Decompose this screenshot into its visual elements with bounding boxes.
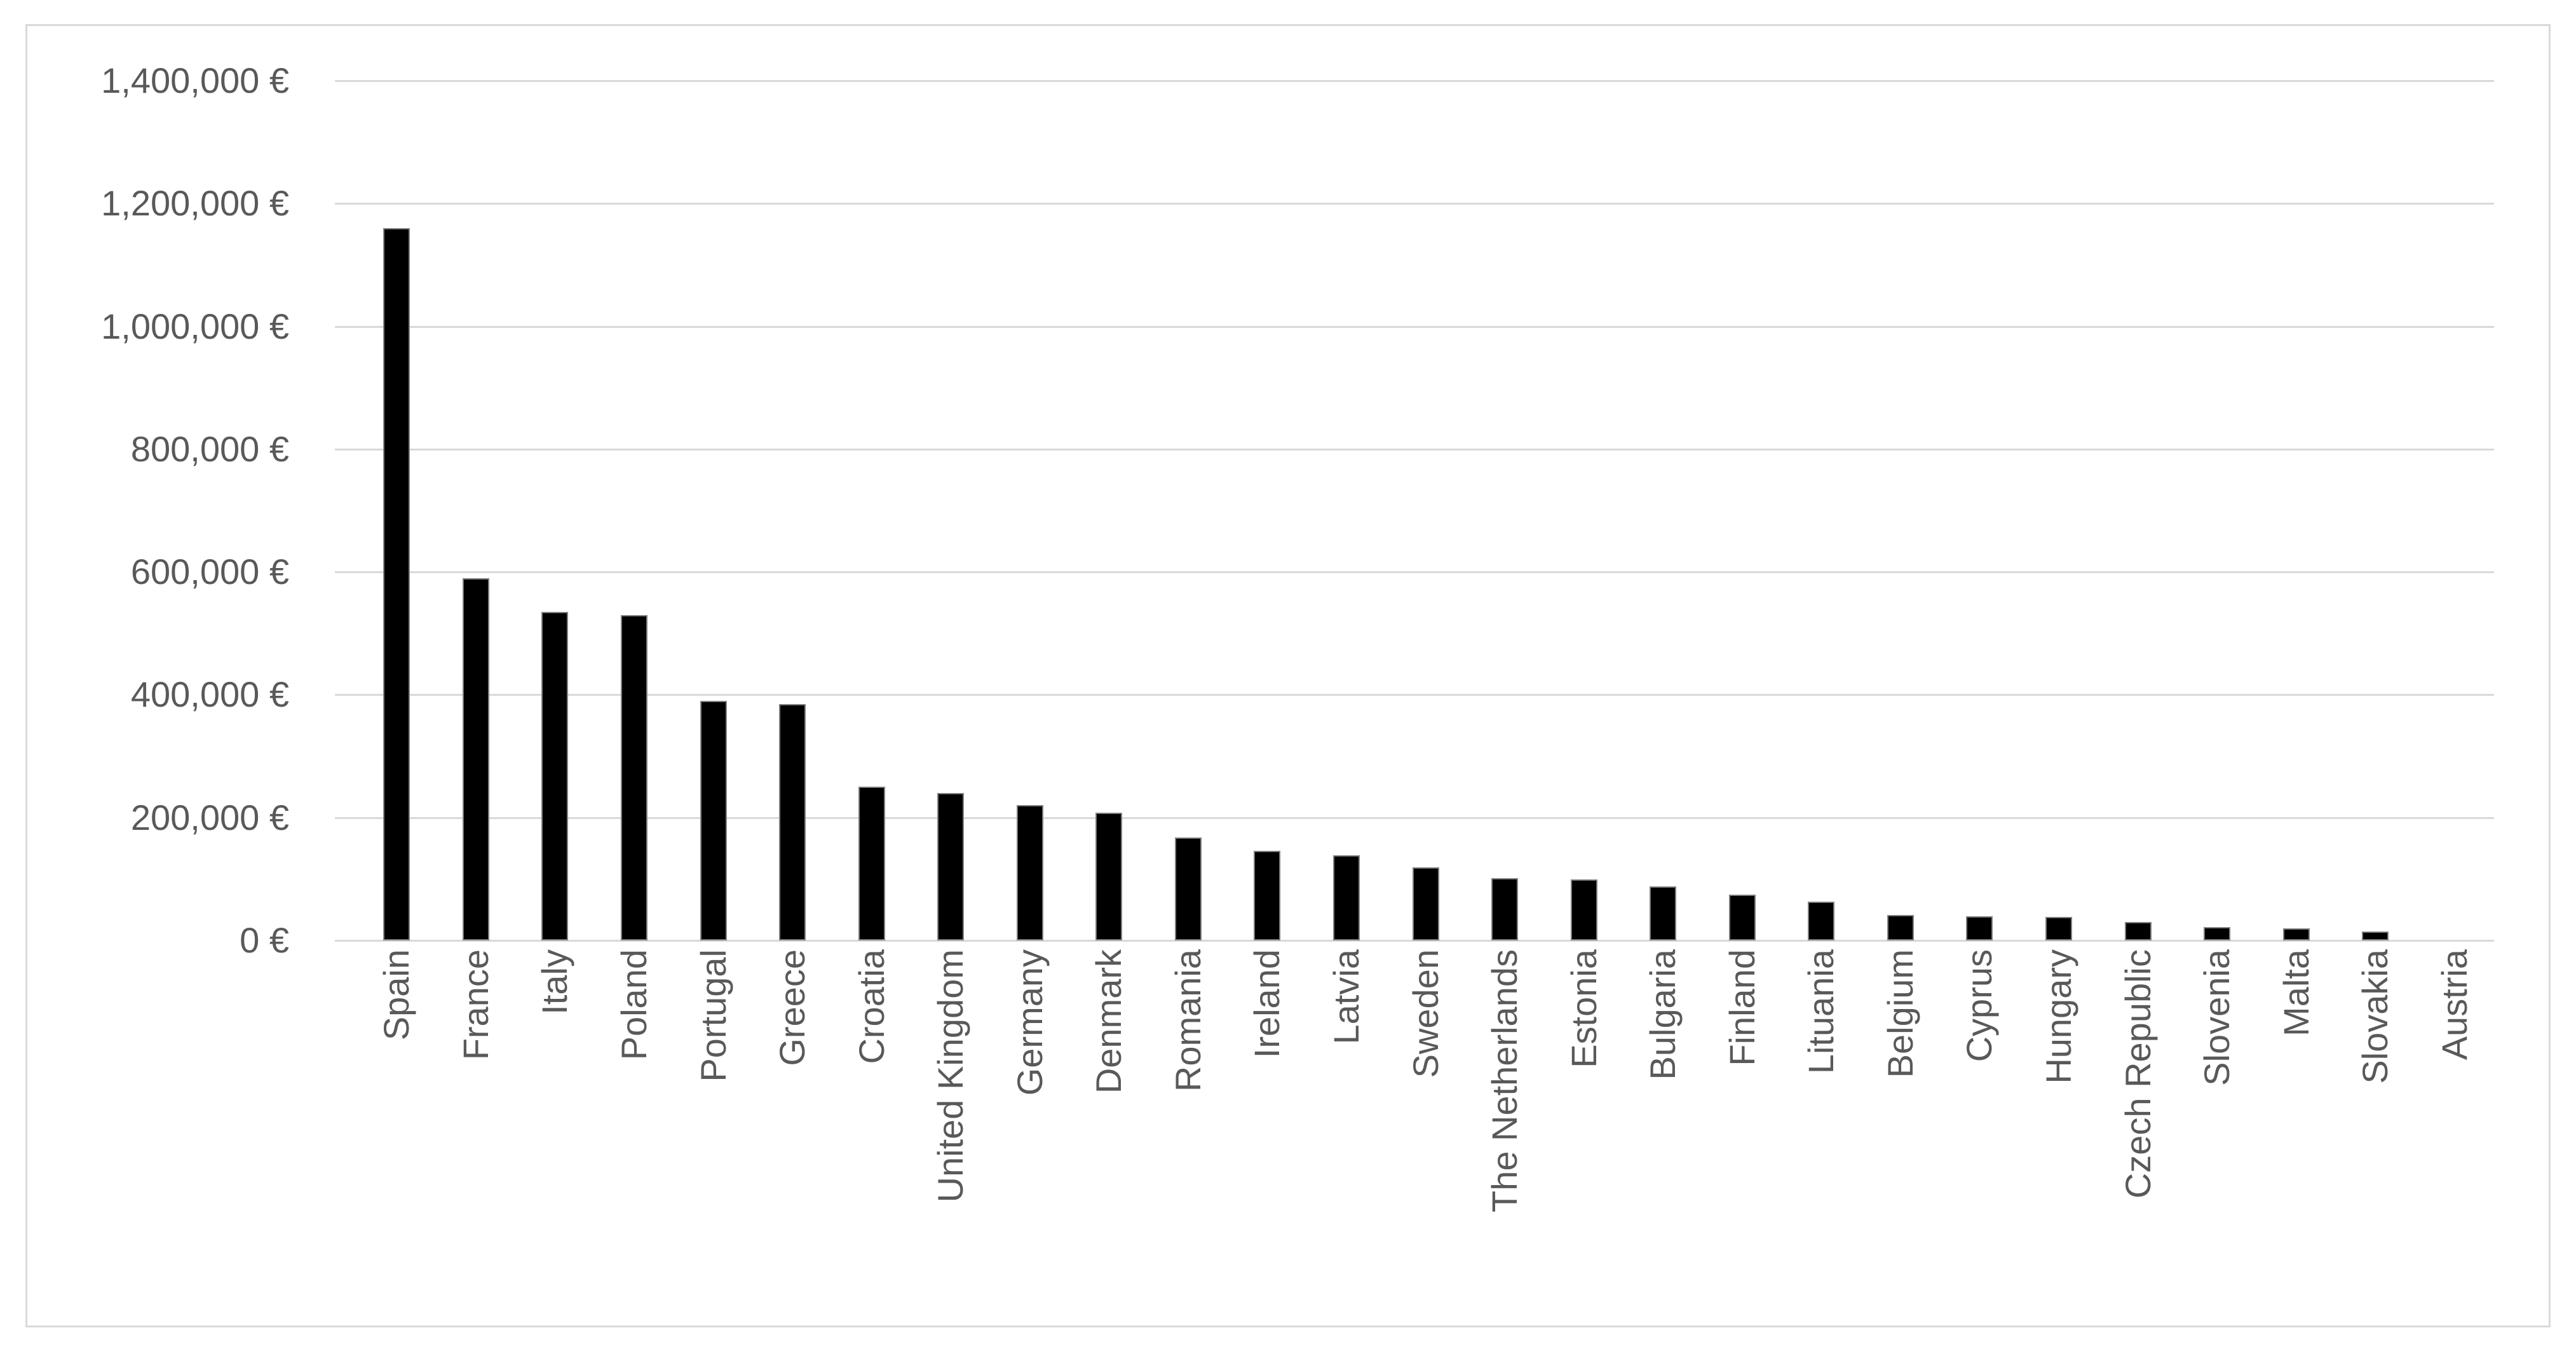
bar-croatia[interactable] (858, 787, 885, 940)
y-axis-label: 1,000,000 € (101, 306, 289, 346)
x-label-slovenia: Slovenia (2197, 949, 2237, 1086)
gridline (357, 80, 2494, 82)
bar-france[interactable] (463, 578, 489, 940)
x-label-greece: Greece (772, 949, 812, 1066)
y-axis-label: 1,400,000 € (101, 60, 289, 100)
gridline (357, 326, 2494, 328)
bar-slovenia[interactable] (2204, 927, 2230, 940)
gridline (357, 203, 2494, 205)
bar-ireland[interactable] (1254, 851, 1280, 940)
y-axis-tick (335, 940, 357, 942)
bar-lituania[interactable] (1808, 902, 1834, 940)
x-label-united-kingdom: United Kingdom (930, 949, 970, 1203)
x-label-cyprus: Cyprus (1959, 949, 1999, 1062)
bar-estonia[interactable] (1571, 879, 1597, 940)
bar-greece[interactable] (779, 704, 806, 940)
y-axis-label: 800,000 € (130, 429, 289, 469)
x-label-estonia: Estonia (1564, 949, 1604, 1068)
x-label-spain: Spain (376, 949, 416, 1041)
gridline (357, 817, 2494, 819)
y-axis-label: 600,000 € (130, 552, 289, 592)
x-label-italy: Italy (534, 949, 574, 1015)
y-axis-tick (335, 817, 357, 819)
bar-latvia[interactable] (1333, 855, 1360, 940)
bar-bulgaria[interactable] (1650, 886, 1676, 940)
gridline (357, 940, 2494, 942)
y-axis-tick (335, 694, 357, 696)
bar-hungary[interactable] (2045, 917, 2072, 940)
x-label-poland: Poland (614, 949, 654, 1061)
bar-germany[interactable] (1017, 805, 1043, 940)
bar-czech-republic[interactable] (2125, 922, 2152, 940)
gridline (357, 694, 2494, 696)
y-axis-label: 0 € (240, 920, 289, 960)
bar-finland[interactable] (1729, 895, 1756, 940)
x-label-romania: Romania (1168, 949, 1208, 1092)
y-axis-tick (335, 326, 357, 328)
bar-cyprus[interactable] (1966, 916, 1993, 940)
x-label-latvia: Latvia (1326, 949, 1366, 1045)
bar-spain[interactable] (383, 228, 410, 940)
y-axis-tick (335, 203, 357, 205)
bar-belgium[interactable] (1887, 915, 1914, 940)
x-label-czech-republic: Czech Republic (2118, 949, 2158, 1199)
bar-malta[interactable] (2283, 928, 2310, 940)
bar-romania[interactable] (1175, 837, 1202, 940)
x-label-slovakia: Slovakia (2355, 949, 2395, 1084)
bar-the-netherlands[interactable] (1491, 878, 1518, 940)
x-label-croatia: Croatia (851, 949, 891, 1064)
x-label-sweden: Sweden (1406, 949, 1446, 1078)
x-label-belgium: Belgium (1880, 949, 1920, 1078)
x-label-finland: Finland (1722, 949, 1762, 1066)
bar-denmark[interactable] (1095, 813, 1122, 940)
gridline (357, 571, 2494, 573)
x-label-germany: Germany (1010, 949, 1050, 1096)
y-axis-tick (335, 449, 357, 451)
bar-sweden[interactable] (1413, 867, 1439, 940)
x-label-hungary: Hungary (2038, 949, 2078, 1084)
bar-united-kingdom[interactable] (937, 793, 964, 940)
x-label-the-netherlands: The Netherlands (1484, 949, 1524, 1213)
bar-portugal[interactable] (700, 701, 727, 940)
x-label-malta: Malta (2276, 949, 2316, 1036)
bar-italy[interactable] (541, 612, 568, 940)
gridline (357, 449, 2494, 451)
y-axis-label: 400,000 € (130, 674, 289, 714)
bar-slovakia[interactable] (2362, 932, 2389, 940)
x-label-bulgaria: Bulgaria (1643, 949, 1683, 1080)
y-axis-tick (335, 571, 357, 573)
x-label-denmark: Denmark (1088, 949, 1129, 1094)
x-label-lituania: Lituania (1801, 949, 1841, 1074)
chart-frame (25, 24, 2551, 1327)
x-label-austria: Austria (2434, 949, 2474, 1061)
x-label-france: France (456, 949, 496, 1061)
y-axis-label: 1,200,000 € (101, 183, 289, 223)
bar-poland[interactable] (621, 615, 647, 940)
y-axis-tick (335, 80, 357, 82)
y-axis-label: 200,000 € (130, 797, 289, 837)
x-label-portugal: Portugal (693, 949, 733, 1082)
x-label-ireland: Ireland (1247, 949, 1287, 1059)
